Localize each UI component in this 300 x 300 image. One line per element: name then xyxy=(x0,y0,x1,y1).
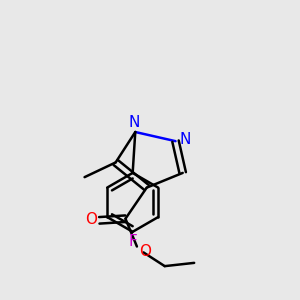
Text: O: O xyxy=(85,212,97,227)
Text: N: N xyxy=(129,115,140,130)
Text: O: O xyxy=(139,244,151,259)
Text: F: F xyxy=(128,234,137,249)
Text: N: N xyxy=(180,132,191,147)
